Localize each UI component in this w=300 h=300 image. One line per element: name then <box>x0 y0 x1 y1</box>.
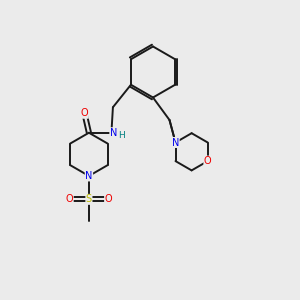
Text: O: O <box>81 108 88 118</box>
Text: H: H <box>118 131 125 140</box>
Text: O: O <box>105 194 112 204</box>
Text: N: N <box>85 171 93 181</box>
Text: N: N <box>172 137 179 148</box>
Text: O: O <box>66 194 73 204</box>
Text: N: N <box>110 128 117 138</box>
Text: O: O <box>204 156 212 166</box>
Text: S: S <box>86 194 92 204</box>
